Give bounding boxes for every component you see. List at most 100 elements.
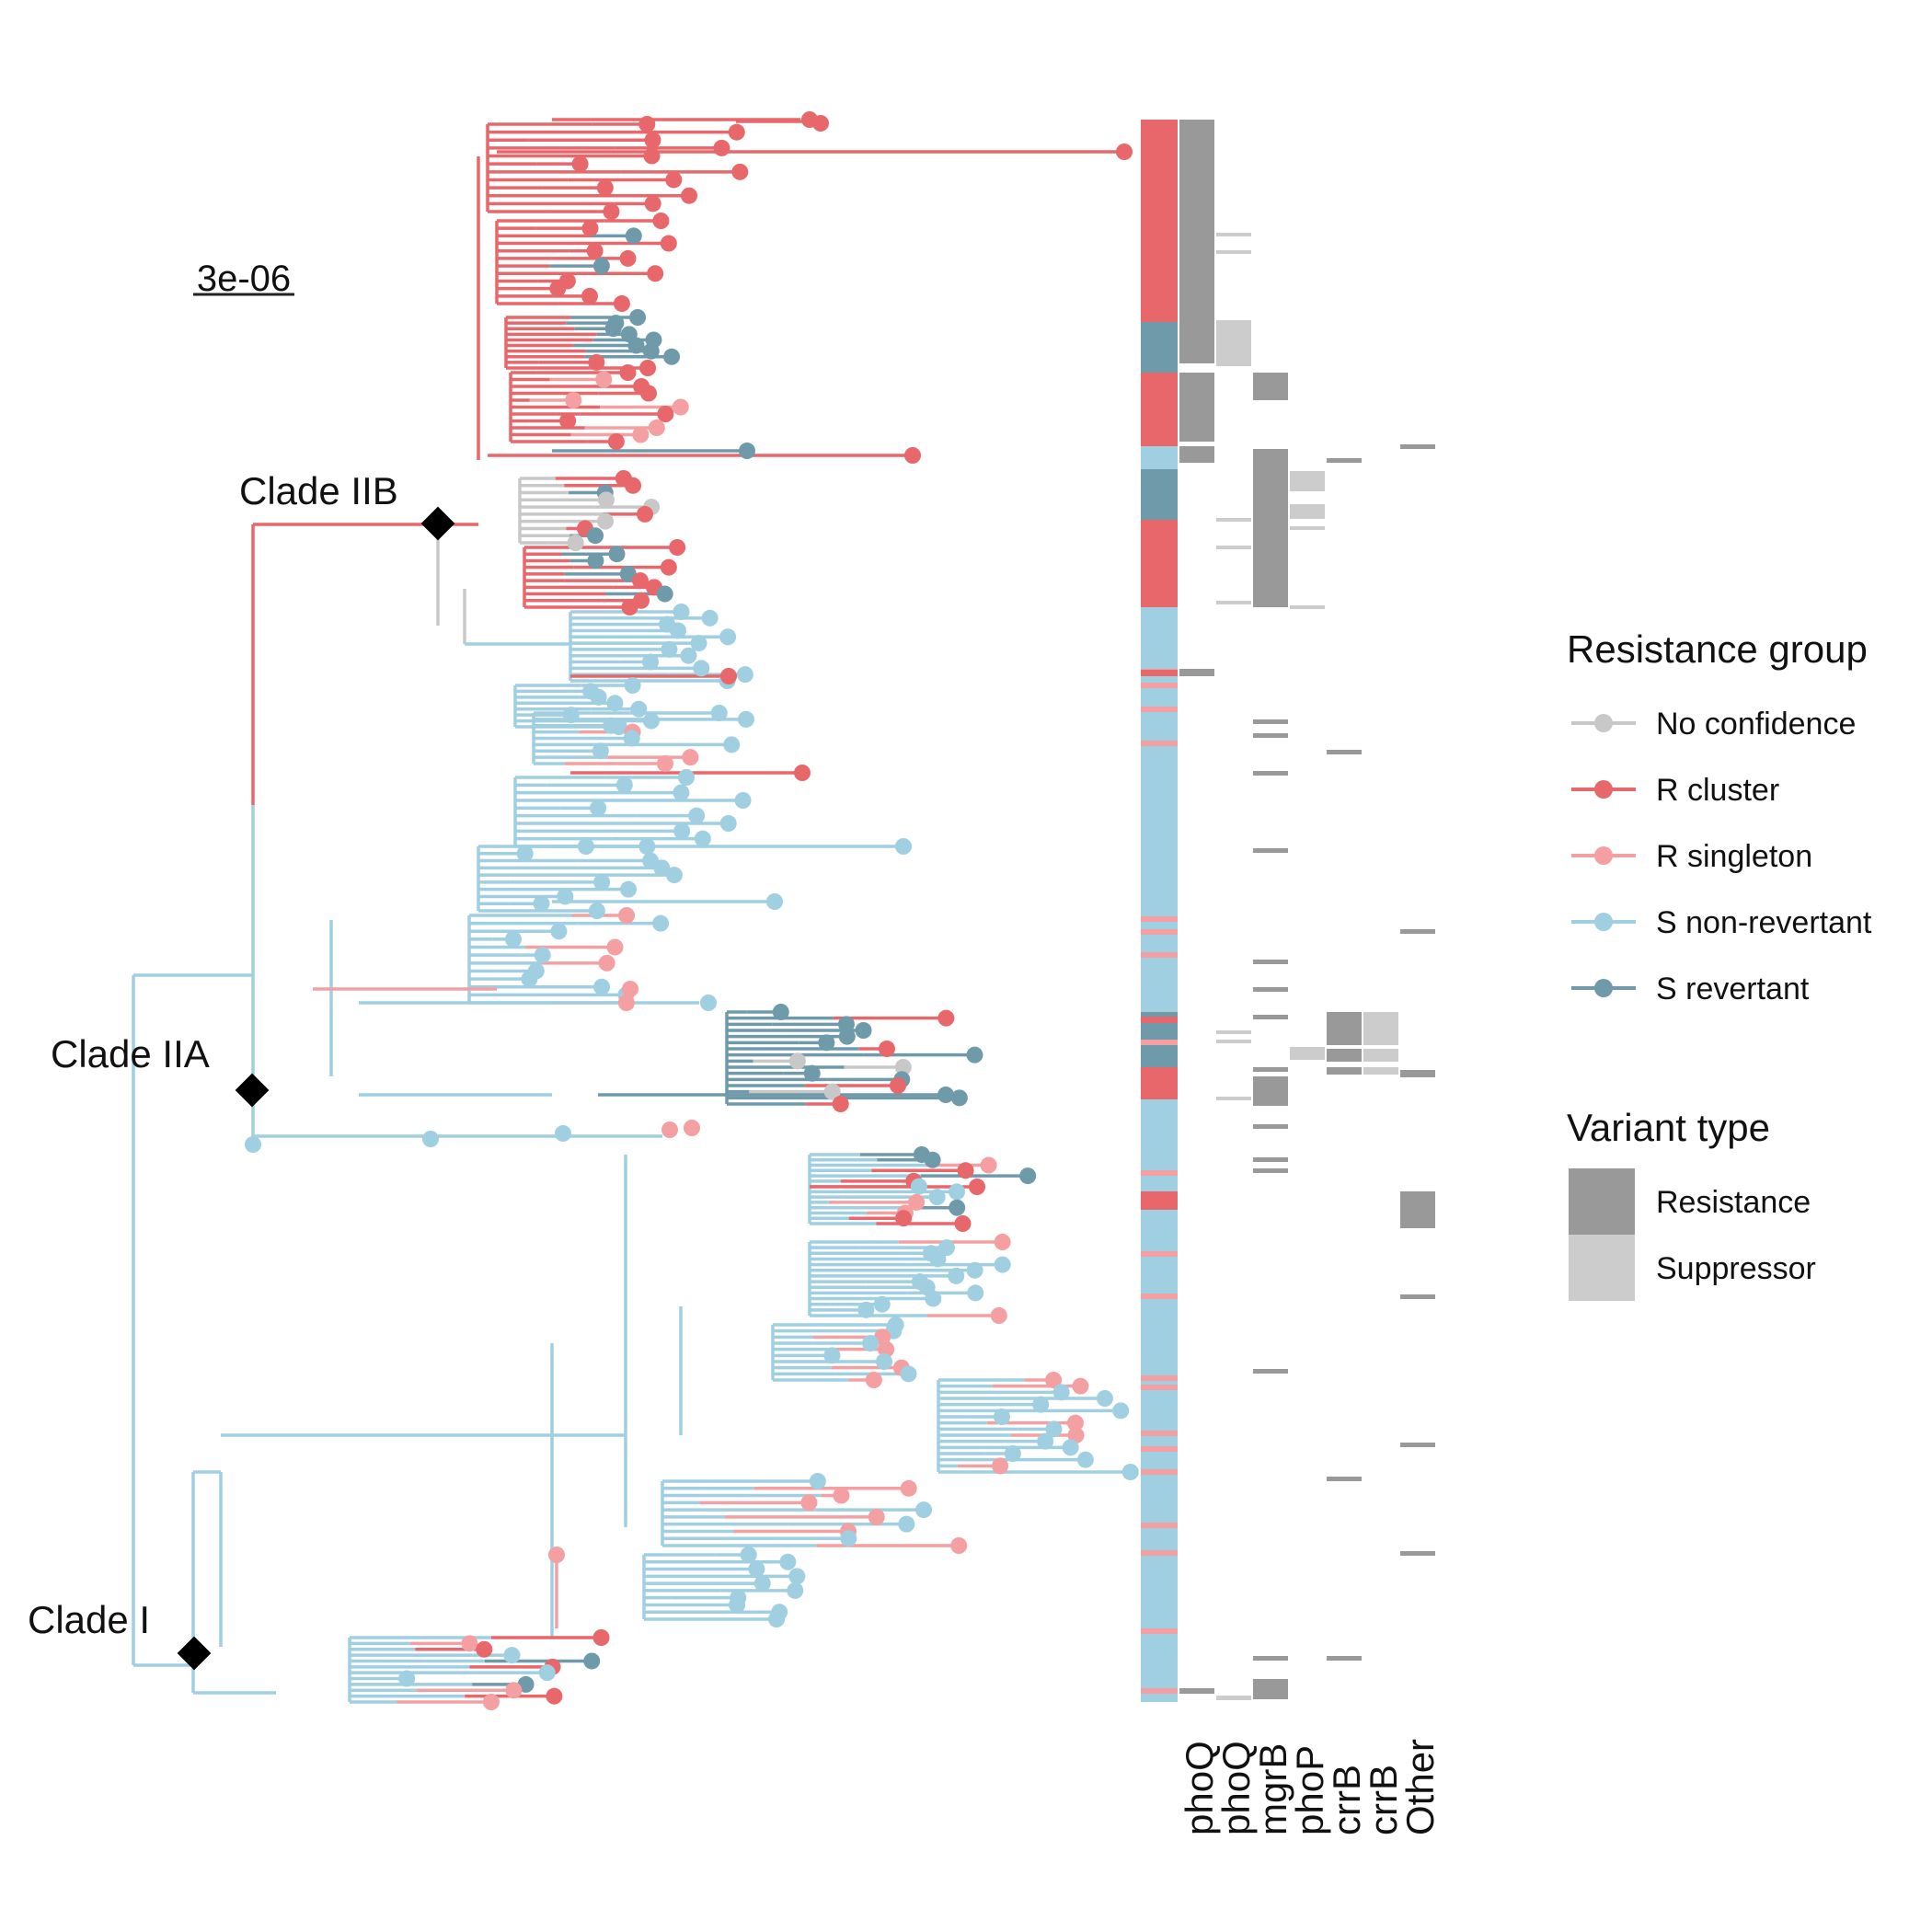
legend-item-suppressor: Suppressor [1569,1235,1816,1301]
tree-tip [719,628,737,646]
tree-tip [950,1537,968,1554]
column-label-other: Other [1398,1739,1442,1835]
tree-tip [588,903,605,919]
tree-tip [590,688,607,706]
tree-tip [618,907,636,924]
tree-tip [910,1178,927,1195]
tree-tip [967,1284,984,1302]
tree-tip [656,585,673,603]
tree-tip [660,235,677,252]
tree-tip [581,287,598,305]
tree-tip [583,1652,601,1670]
tree-tip [521,971,538,988]
legend-label: S revertant [1656,972,1810,1006]
tree-tip [581,220,599,237]
heatmap-cell [1253,1656,1288,1661]
legend-dot [1594,979,1613,997]
tree-tip [809,1473,826,1489]
tree-tip [928,1189,946,1206]
tree-tip [622,981,638,997]
tree-tip [639,385,657,402]
tree-tip [700,995,717,1011]
tree-tip [900,1479,917,1497]
tree-tip [604,320,622,338]
heatmap-group-cell [1141,1385,1178,1390]
heatmap-cell [1253,733,1288,738]
tree-tip [728,123,745,141]
tree-tip [1037,1432,1054,1450]
heatmap-group-cell [1141,322,1178,373]
heatmap-cell [1253,1168,1288,1173]
heatmap-group-cell [1141,1251,1178,1257]
tree-tip [739,443,755,459]
tree-tip [398,1670,416,1687]
tree-tip [641,653,659,671]
heatmap-cell [1400,444,1435,449]
tree-tip [596,512,614,530]
legend: Resistance group No confidence R cluster… [1567,627,1872,1301]
tree-tip [629,309,647,326]
heatmap-cell [1400,1070,1435,1077]
heatmap-cell [1253,719,1288,724]
tree-tip [673,822,691,840]
tree-tip [422,1131,439,1147]
legend-label: S non-revertant [1656,905,1872,940]
tree-tip [823,1083,841,1100]
heatmap-cell [1400,1294,1435,1299]
heatmap-cell [1253,449,1288,607]
heatmap-cell [1327,1012,1362,1045]
tree-tip [245,1136,261,1153]
column-label-phoP: phoP [1288,1745,1331,1835]
tree-tip [476,1640,493,1658]
heatmap-cell [1253,1679,1288,1699]
heatmap-cell [1179,1688,1214,1694]
tree-tip [638,838,656,855]
tree-tip [1052,1384,1070,1401]
clade-IIB-diamond-icon [420,506,455,541]
legend-item-resistance: Resistance [1569,1168,1811,1235]
tree-tip [980,1156,997,1174]
tree-tip [571,155,589,173]
tree-tip [1066,1414,1084,1432]
tree-tip [588,353,605,371]
tree-tip [608,546,626,563]
tree-tip [648,420,665,436]
tree-tip [833,1487,850,1504]
tree-tip [603,203,620,220]
heatmap-group-cell [1141,1040,1178,1045]
tree-tip [516,845,534,862]
tree-tip [681,187,698,204]
heatmap-cell [1216,1696,1251,1700]
heatmap-group-cell [1141,1294,1178,1299]
heatmap-group-cell [1141,1688,1178,1694]
tree-tip [595,371,613,388]
tree-tip [555,1125,571,1142]
tree-tip [592,1629,610,1646]
legend-item-r-singleton: R singleton [1571,839,1812,874]
tree-tip [857,1301,875,1318]
legend-label: Suppressor [1656,1251,1816,1286]
heatmap-cell [1216,1030,1251,1034]
heatmap-group-cell [1141,929,1178,935]
tree-tip [924,1151,941,1168]
heatmap-group-cell [1141,1469,1178,1475]
heatmap-cell [1400,1443,1435,1447]
tree-tip [613,295,630,312]
tree-tip [889,1077,906,1094]
tree-tip [644,195,661,213]
tree-tip [929,1250,947,1268]
heatmap-group-cell [1141,1017,1178,1023]
heatmap-group-cell [1141,952,1178,958]
column-label-phoQ-2: phoQ [1214,1741,1258,1835]
tree-tips [245,111,1139,1710]
tree-tip [950,1089,968,1107]
tree-tip [593,873,611,891]
heatmap-group-cell [1141,1067,1178,1099]
tree-tip [643,147,661,165]
tree-tip [701,609,719,627]
tree-tip [596,179,614,197]
tree-tip [673,604,690,620]
tree-tip [753,1575,771,1593]
tree-tip [639,360,657,376]
heatmap-group-cell [1141,1170,1178,1176]
